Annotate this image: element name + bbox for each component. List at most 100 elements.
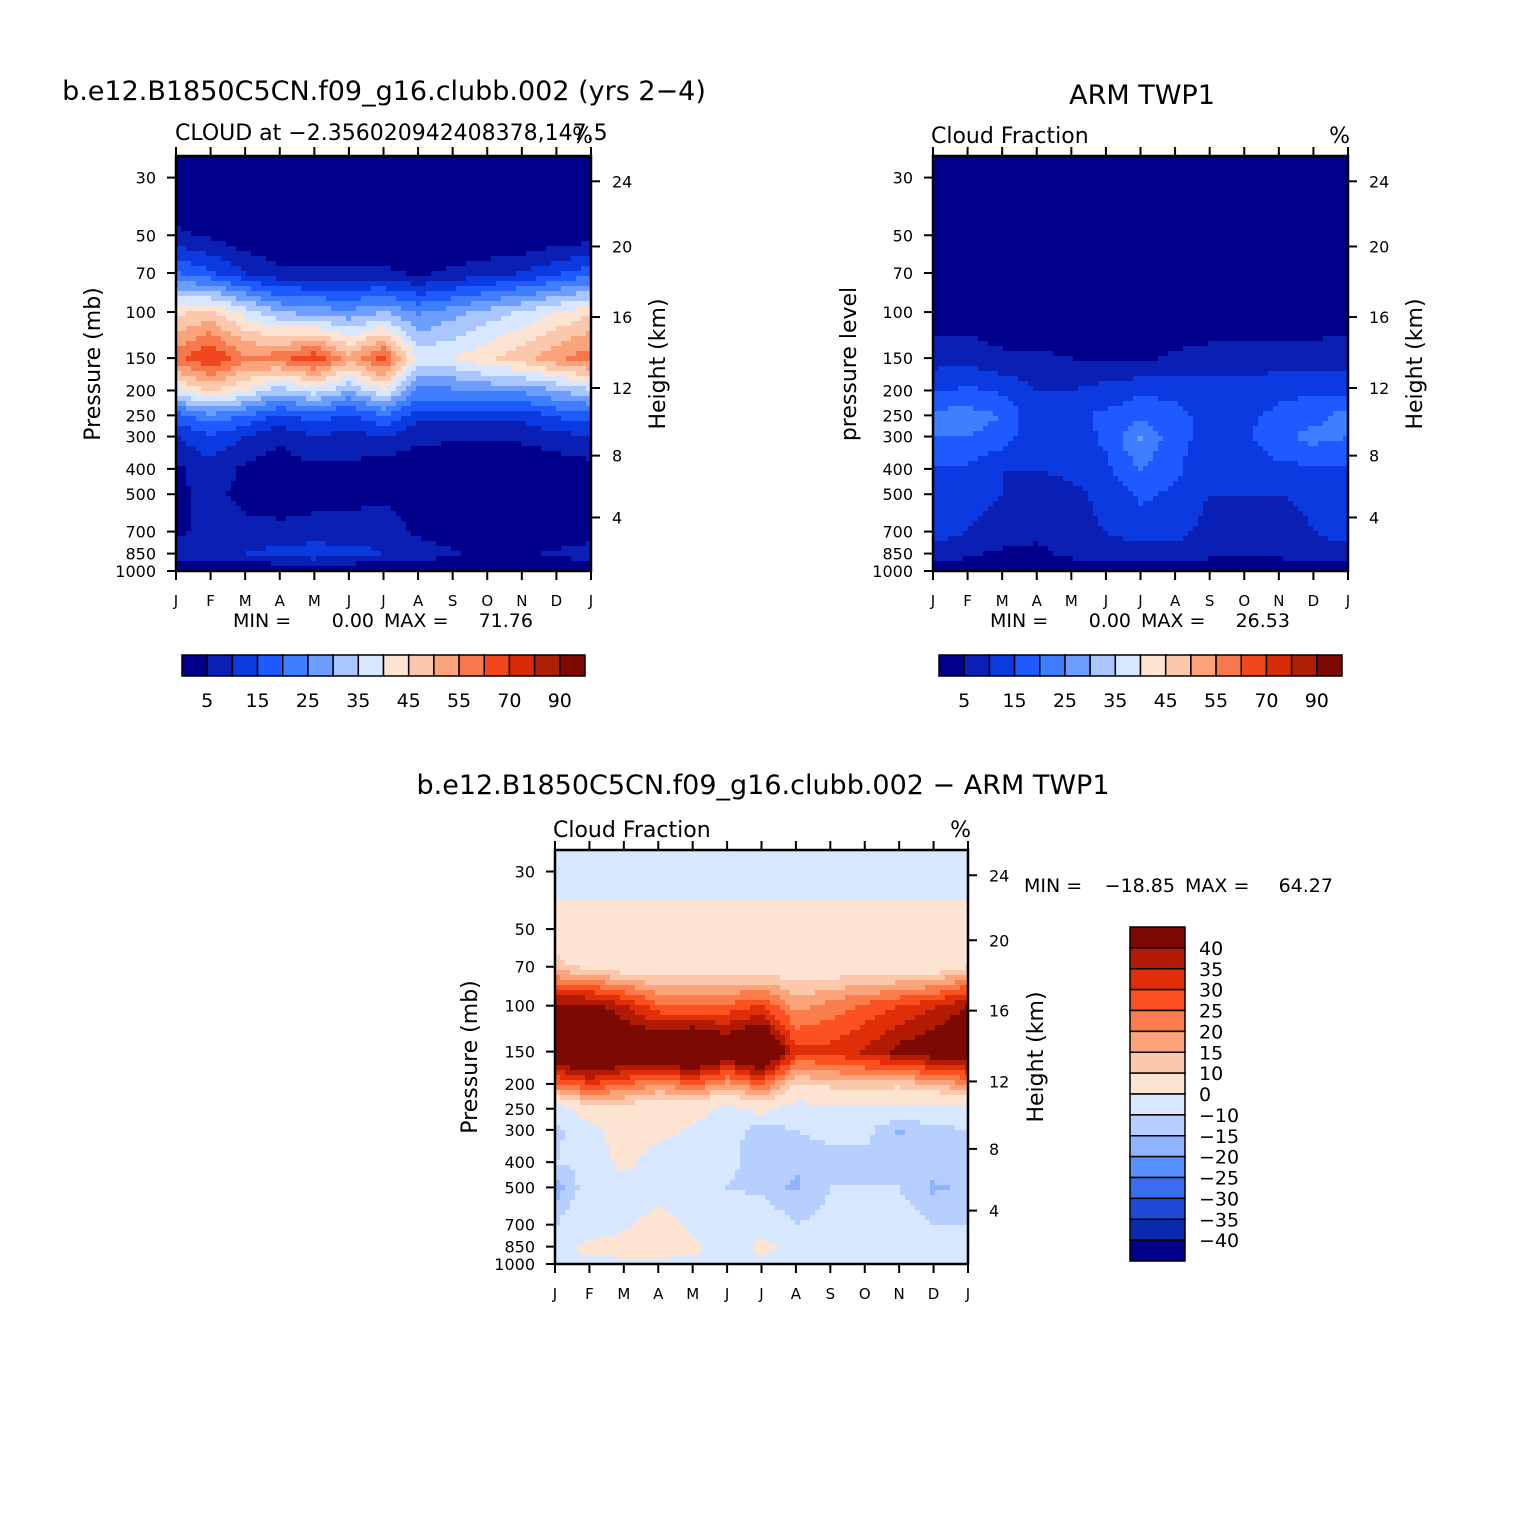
model-cell [436, 411, 442, 417]
model-cell [201, 411, 207, 417]
model-cell [301, 156, 307, 162]
model-cell [271, 181, 277, 187]
model-cell [371, 176, 377, 182]
model-cell [186, 226, 192, 232]
model-cell [256, 161, 262, 167]
model-cell [336, 311, 342, 317]
model-cell [361, 216, 367, 222]
model-cell [316, 411, 322, 417]
model-cell [186, 241, 192, 247]
model-cell [326, 386, 332, 392]
model-cell [541, 241, 547, 247]
model-cell [386, 156, 392, 162]
model-cell [241, 331, 247, 337]
model-cell [516, 341, 522, 347]
model-cell [406, 166, 412, 172]
model-cell [211, 186, 217, 192]
model-cell [331, 171, 337, 177]
model-cell [246, 231, 252, 237]
model-cell [256, 321, 262, 327]
model-cell [386, 346, 392, 352]
model-cell [366, 236, 372, 242]
model-cell [216, 221, 222, 227]
model-cell [186, 286, 192, 292]
model-cell [386, 246, 392, 252]
model-cell [451, 361, 457, 367]
model-cell [511, 436, 517, 442]
model-cell [456, 256, 462, 262]
model-cell [431, 226, 437, 232]
model-cell [326, 376, 332, 382]
model-cell [271, 326, 277, 332]
model-cell [521, 246, 527, 252]
model-cell [286, 306, 292, 312]
model-cell [266, 381, 272, 387]
model-cell [351, 231, 357, 237]
model-cell [356, 256, 362, 262]
model-cell [196, 446, 202, 452]
model-cell [576, 436, 582, 442]
model-cell [336, 291, 342, 297]
model-cell [456, 191, 462, 197]
model-cell [356, 411, 362, 417]
model-cell [381, 381, 387, 387]
model-cell [241, 191, 247, 197]
model-cell [546, 391, 552, 397]
model-cell [301, 176, 307, 182]
model-cell [441, 436, 447, 442]
model-cell [276, 171, 282, 177]
model-cell [356, 176, 362, 182]
model-cell [236, 246, 242, 252]
model-cell [176, 336, 182, 342]
model-cell [176, 346, 182, 352]
model-cell [481, 301, 487, 307]
model-cell [306, 381, 312, 387]
model-cell [366, 321, 372, 327]
model-cell [276, 446, 282, 452]
model-cell [456, 376, 462, 382]
model-cell [501, 426, 507, 432]
model-cell [391, 181, 397, 187]
model-cell [201, 281, 207, 287]
model-cell [461, 246, 467, 252]
model-cell [561, 161, 567, 167]
model-cell [446, 366, 452, 372]
model-cell [401, 231, 407, 237]
model-cell [361, 211, 367, 217]
model-cell [466, 431, 472, 437]
model-cell [296, 286, 302, 292]
model-cell [511, 236, 517, 242]
model-cell [361, 196, 367, 202]
model-cell [581, 181, 587, 187]
model-cell [466, 216, 472, 222]
model-cell [376, 386, 382, 392]
model-cell [491, 396, 497, 402]
model-cell [571, 271, 577, 277]
model-cell [196, 416, 202, 422]
model-cell [241, 266, 247, 272]
model-cell [471, 361, 477, 367]
model-cell [226, 161, 232, 167]
model-cell [451, 191, 457, 197]
model-cell [546, 341, 552, 347]
model-cell [246, 186, 252, 192]
model-cell [431, 241, 437, 247]
model-cell [286, 246, 292, 252]
model-cell [296, 301, 302, 307]
model-cell [251, 426, 257, 432]
model-cell [581, 396, 587, 402]
model-cell [511, 431, 517, 437]
model-cell [506, 421, 512, 427]
model-cell [386, 336, 392, 342]
model-cell [536, 381, 542, 387]
model-cell [551, 306, 557, 312]
model-cell [406, 256, 412, 262]
model-cell [311, 391, 317, 397]
model-cell [321, 326, 327, 332]
model-cell [391, 316, 397, 322]
model-cell [251, 321, 257, 327]
model-cell [346, 346, 352, 352]
model-cell [401, 226, 407, 232]
model-cell [426, 411, 432, 417]
model-cell [181, 296, 187, 302]
